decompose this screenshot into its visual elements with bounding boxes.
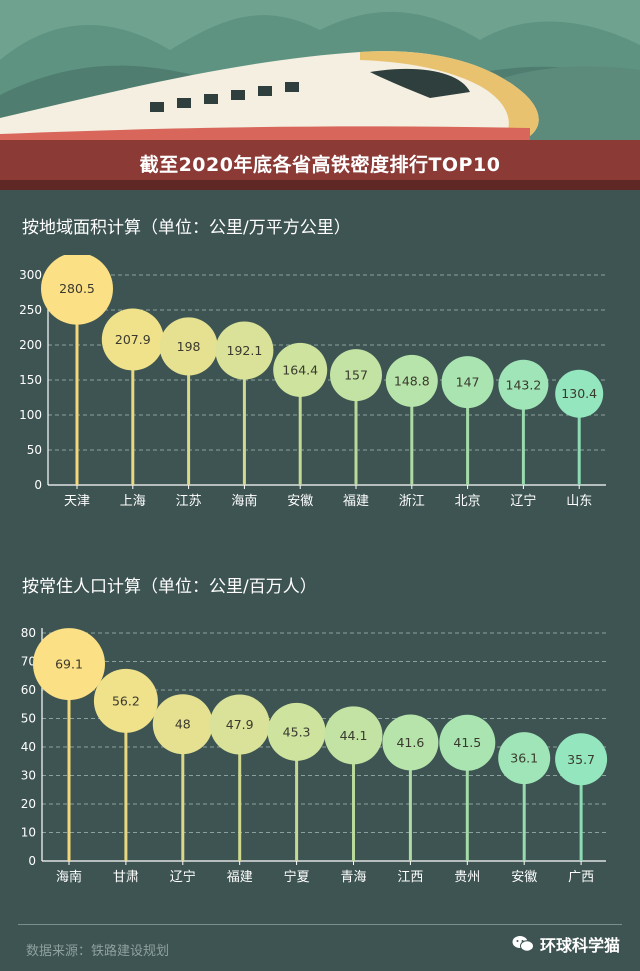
value-label: 164.4: [282, 362, 318, 377]
value-label: 130.4: [561, 386, 597, 401]
x-tick-label: 贵州: [454, 870, 480, 883]
value-label: 69.1: [55, 657, 83, 672]
x-tick-label: 福建: [343, 494, 369, 509]
value-label: 143.2: [506, 377, 542, 392]
lollipop-bubble: [101, 308, 164, 371]
value-label: 148.8: [394, 373, 430, 388]
lollipop-bubble: [41, 255, 113, 325]
x-tick-label: 海南: [56, 869, 82, 883]
lollipop-bubble: [439, 714, 496, 771]
y-tick-label: 30: [21, 769, 36, 783]
x-tick-label: 江苏: [176, 493, 202, 509]
y-tick-label: 10: [21, 826, 36, 840]
value-label: 48: [175, 717, 191, 732]
y-tick-label: 40: [21, 740, 36, 754]
y-tick-label: 20: [21, 797, 36, 811]
lollipop-bubble: [267, 702, 326, 761]
lollipop-bubble: [498, 359, 549, 410]
y-tick-label: 50: [21, 712, 36, 726]
value-label: 47.9: [226, 717, 254, 732]
lollipop-bubble: [555, 369, 604, 418]
x-tick-label: 浙江: [399, 494, 425, 509]
value-label: 35.7: [567, 752, 595, 767]
chart-area-lollipop: 0 50 100 150 200 250 300 280.5 天津 207.9 上海 198 江苏 192…: [19, 255, 606, 509]
y-tick-label: 70: [21, 655, 36, 669]
x-tick-label: 江西: [397, 870, 423, 883]
y-tick-label: 150: [19, 373, 42, 387]
x-tick-label: 海南: [231, 493, 257, 509]
brand-name: 环球科学猫: [539, 936, 620, 955]
x-tick-label: 上海: [120, 494, 146, 509]
value-label: 280.5: [59, 281, 95, 296]
lollipop-bubble: [152, 694, 213, 755]
lollipop-bubble: [498, 732, 551, 785]
value-label: 41.5: [453, 735, 481, 750]
lollipop-bubble: [555, 733, 608, 786]
y-tick-label: 60: [21, 683, 36, 697]
lollipop-bubble: [273, 342, 328, 397]
lollipop-bubble: [330, 349, 382, 402]
value-label: 56.2: [112, 693, 140, 708]
title-ribbon-shadow: [0, 180, 640, 190]
value-label: 36.1: [510, 751, 538, 766]
x-tick-label: 天津: [64, 494, 90, 509]
train-window: [150, 102, 164, 112]
x-tick-label: 山东: [566, 494, 592, 509]
y-tick-label: 0: [34, 478, 42, 492]
y-tick-label: 0: [28, 854, 36, 868]
data-source-note: 数据来源：铁路建设规划: [26, 944, 170, 959]
lollipop-bubble: [441, 356, 494, 409]
x-tick-label: 辽宁: [510, 493, 536, 509]
lollipop-bubble: [93, 668, 158, 733]
x-tick-label: 安徽: [287, 494, 313, 509]
value-label: 192.1: [227, 343, 263, 358]
lollipop-bubble: [215, 321, 274, 380]
y-tick-label: 80: [21, 626, 36, 640]
y-tick-label: 100: [19, 408, 42, 422]
train-window: [177, 98, 191, 108]
x-tick-label: 广西: [568, 870, 594, 883]
x-tick-label: 福建: [227, 870, 253, 883]
lollipop-bubble: [159, 317, 218, 376]
value-label: 147: [456, 375, 480, 390]
chart-population-title: 按常住人口计算（单位：公里/百万人）: [22, 577, 317, 597]
train-window: [285, 82, 299, 92]
lollipop-bubble: [324, 706, 383, 765]
lollipop-bubble: [209, 694, 270, 755]
lollipop-bubble: [33, 628, 105, 701]
train-nose-stripe: [360, 51, 539, 137]
page-title: 截至2020年底各省高铁密度排行TOP10: [139, 154, 501, 176]
x-tick-label: 青海: [340, 870, 366, 883]
train-windshield: [370, 68, 470, 98]
train-banner-illustration: [0, 0, 640, 190]
chart-area-title: 按地域面积计算（单位：公里/万平方公里）: [22, 218, 351, 238]
y-tick-label: 250: [19, 303, 42, 317]
value-label: 44.1: [340, 728, 368, 743]
lollipop-bubble: [382, 714, 439, 771]
x-tick-label: 宁夏: [284, 869, 310, 883]
wechat-chat-icon: [512, 936, 534, 952]
brand-logo: 环球科学猫: [512, 932, 620, 956]
chart-population-lollipop: 0 10 20 30 40 50 60 70 80 69.1 海南 56.2 甘肃 48 辽宁 47.9 福建 4…: [21, 626, 608, 883]
x-tick-label: 辽宁: [170, 869, 196, 883]
train-window: [204, 94, 218, 104]
train-window: [258, 86, 272, 96]
value-label: 41.6: [396, 735, 424, 750]
x-tick-label: 北京: [455, 494, 481, 509]
y-tick-label: 200: [19, 338, 42, 352]
value-label: 157: [344, 368, 368, 383]
value-label: 198: [177, 339, 201, 354]
x-tick-label: 安徽: [511, 870, 537, 883]
value-label: 207.9: [115, 332, 151, 347]
lollipop-bubble: [385, 354, 438, 407]
footer-divider: [18, 924, 622, 925]
y-tick-label: 300: [19, 268, 42, 282]
value-label: 45.3: [283, 724, 311, 739]
train-window: [231, 90, 245, 100]
x-tick-label: 甘肃: [113, 870, 139, 883]
y-tick-label: 50: [27, 443, 42, 457]
